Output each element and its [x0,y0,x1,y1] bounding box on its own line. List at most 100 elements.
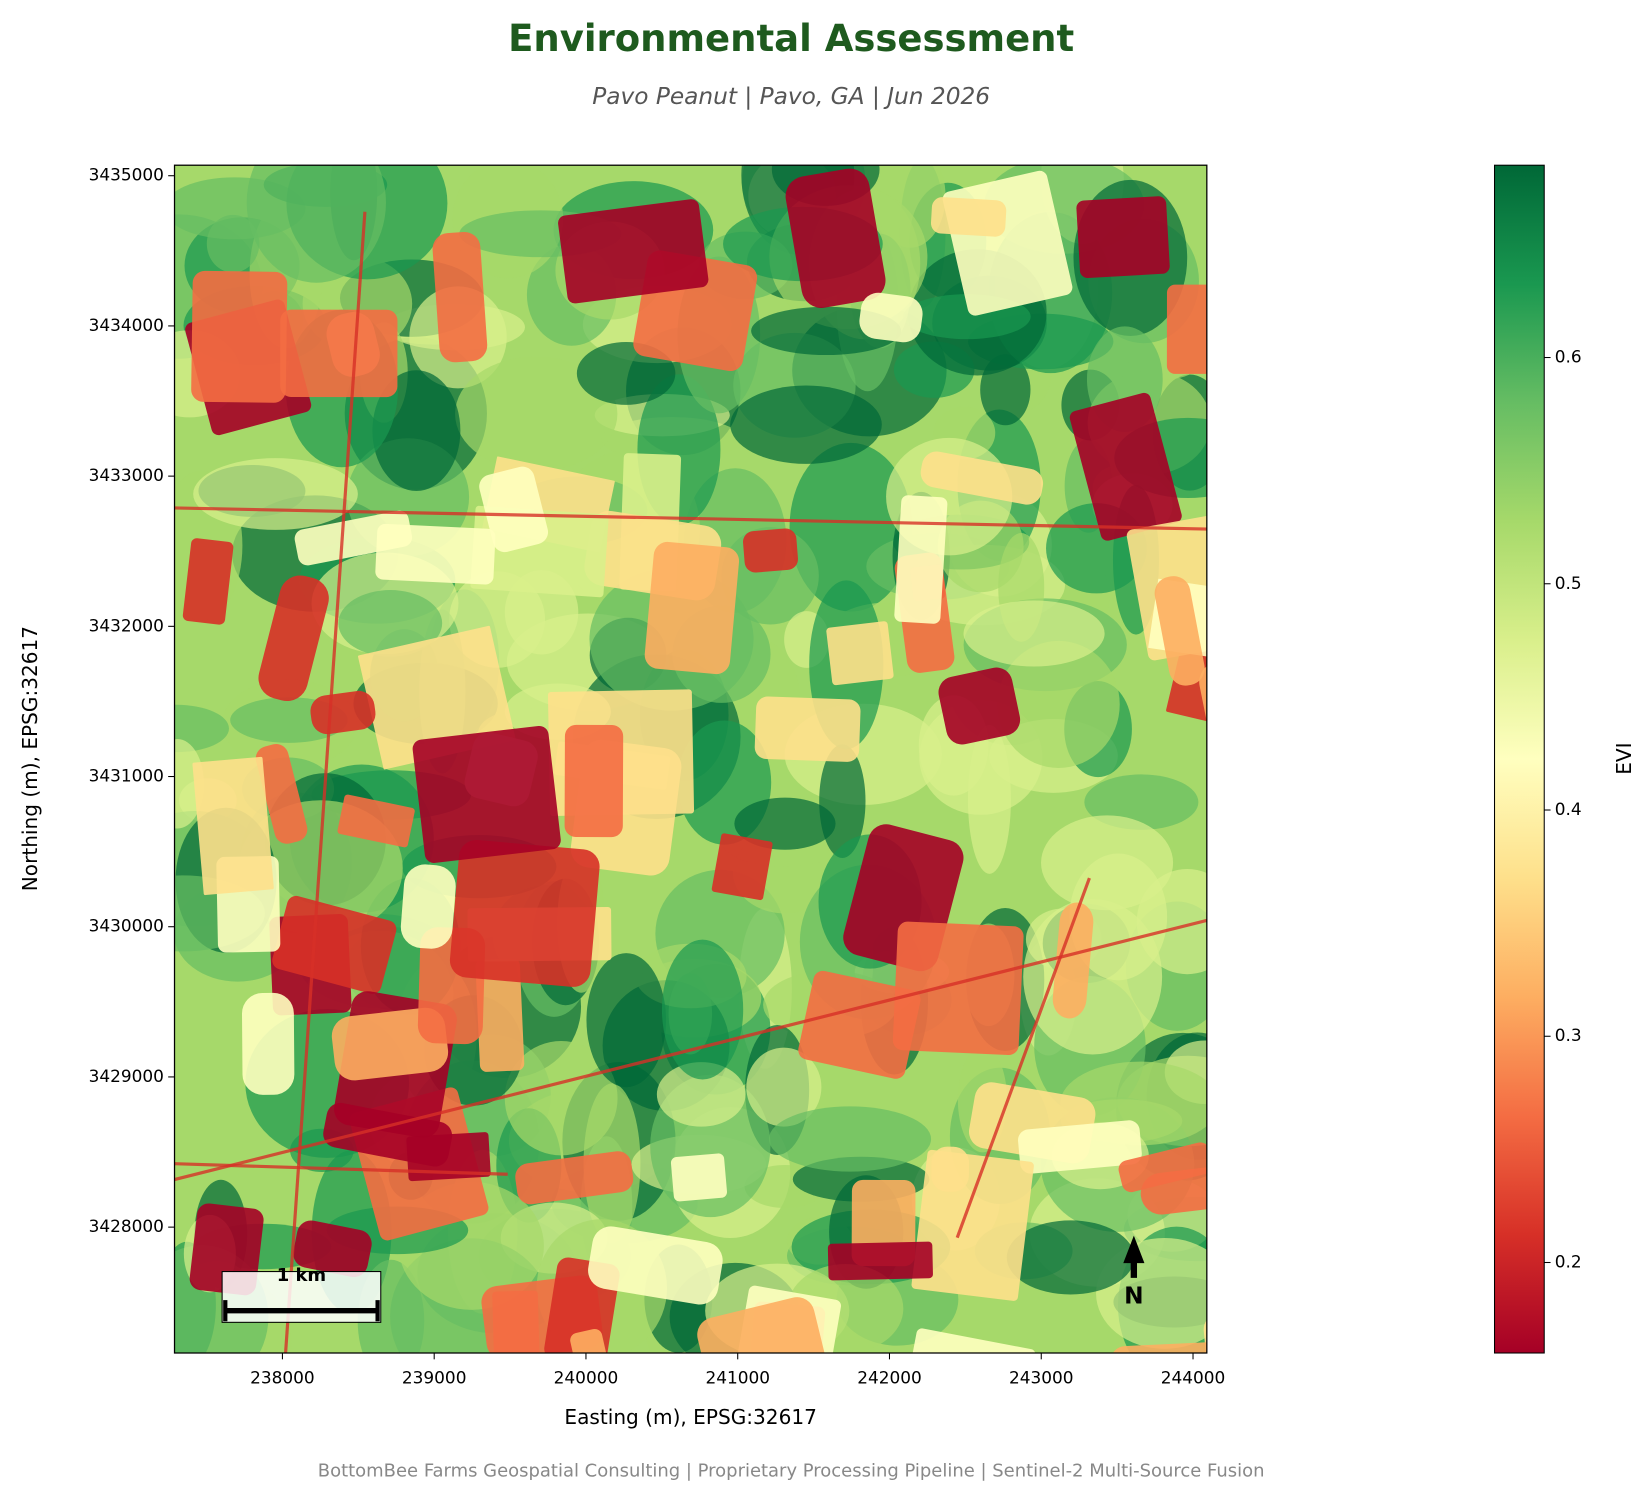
field-patch [1110,1341,1207,1354]
field-patch [859,292,923,343]
road [174,1162,508,1176]
field-patch [754,696,861,762]
field-patch [920,451,1044,505]
y-tick-label: 3432000 [89,615,164,635]
y-tick-label: 3433000 [89,465,164,485]
vegetation-patch [504,1040,618,1156]
field-patch [400,864,456,949]
field-patch [258,575,329,702]
field-patch [938,667,1021,745]
scale-bar-label: 1 km [277,1265,326,1286]
road [955,877,1091,1239]
field-patch [827,1241,933,1281]
field-patch [1154,576,1205,686]
vegetation-patch [193,458,358,530]
field-patch [911,1149,1034,1301]
field-patch [711,833,773,901]
field-patch [255,744,308,844]
field-patch [670,1153,728,1202]
field-patch [697,1297,836,1354]
y-tick-label: 3428000 [89,1216,164,1236]
field-patch [1118,1142,1207,1193]
x-tick-label: 242000 [857,1367,922,1387]
y-axis-label: Northing (m), EPSG:32617 [18,626,42,891]
vegetation-patch [338,590,443,657]
vegetation-patch [455,356,618,472]
field-patch [894,495,948,624]
field-patch [515,1151,634,1205]
y-tick-label: 3434000 [89,315,164,335]
field-patch [564,724,624,838]
vegetation-patch [768,1106,932,1172]
x-tick-label: 238000 [250,1367,315,1387]
field-patch [310,690,376,735]
field-patch [826,621,894,686]
vegetation-patch [246,165,386,283]
vegetation-patch [174,704,229,753]
map-frame [173,164,1208,1354]
scale-bar-box [221,1271,382,1323]
field-patch [1166,284,1207,374]
y-tick-label: 3431000 [89,766,164,786]
vegetation-patch [963,600,1105,667]
footer: BottomBee Farms Geospatial Consulting | … [318,1460,1265,1481]
x-tick-label: 244000 [1161,1367,1226,1387]
field-patch [1052,902,1094,1019]
subtitle: Pavo Peanut | Pavo, GA | Jun 2026 [592,83,990,110]
field-patch [241,992,295,1095]
title: Environmental Assessment [508,17,1074,60]
colorbar-tick-label: 0.3 [1555,1025,1582,1045]
x-tick-label: 239000 [402,1367,467,1387]
field-patch [798,970,921,1079]
vegetation-patch [1041,815,1174,911]
field-patch [479,466,549,553]
road [174,918,1207,1182]
field-patch [337,794,415,848]
field-patch [785,168,886,308]
field-patch [892,921,1024,1055]
field-patch [1199,646,1207,776]
field-patch [191,270,288,403]
field-patch [898,1328,1036,1354]
road [174,506,1207,531]
vegetation-patch [661,939,744,1080]
north-arrow-shape [1123,1235,1145,1278]
colorbar-tick-label: 0.2 [1555,1252,1582,1272]
field-patch [475,958,525,1072]
colorbar-label: EVI [1612,742,1636,774]
colorbar-tick-label: 0.4 [1555,799,1582,819]
y-tick-label: 3429000 [89,1066,164,1086]
vegetation-patch [734,797,836,850]
x-tick-label: 243000 [1009,1367,1074,1387]
vegetation-patch [730,385,882,464]
field-patch [293,1220,372,1277]
field-patch [280,309,398,398]
vegetation-patch [656,1062,746,1127]
field-patch [1076,196,1170,278]
field-patch [930,197,1007,237]
field-patch [272,895,397,994]
colorbar [1493,164,1545,1354]
raster [174,165,1207,1354]
north-label: N [1124,1282,1143,1309]
north-arrow: N [1123,1235,1145,1309]
x-tick-label: 241000 [705,1367,770,1387]
colorbar-tick-label: 0.6 [1555,347,1582,367]
field-patch [449,839,600,987]
colorbar-tick-label: 0.5 [1555,573,1582,593]
field-patch [931,1146,970,1192]
field-patch [1018,1120,1142,1174]
vegetation-patch [576,342,676,405]
field-patch [192,756,274,896]
field-patch [412,725,561,863]
road [283,211,367,1354]
y-tick-label: 3430000 [89,916,164,936]
field-patch [182,538,234,625]
field-patch [1069,392,1182,541]
field-patch [743,528,798,573]
vegetation-patch [746,1047,822,1127]
field-patch [588,1226,723,1305]
y-tick-label: 3435000 [89,165,164,185]
vegetation-patch [1006,1220,1135,1295]
